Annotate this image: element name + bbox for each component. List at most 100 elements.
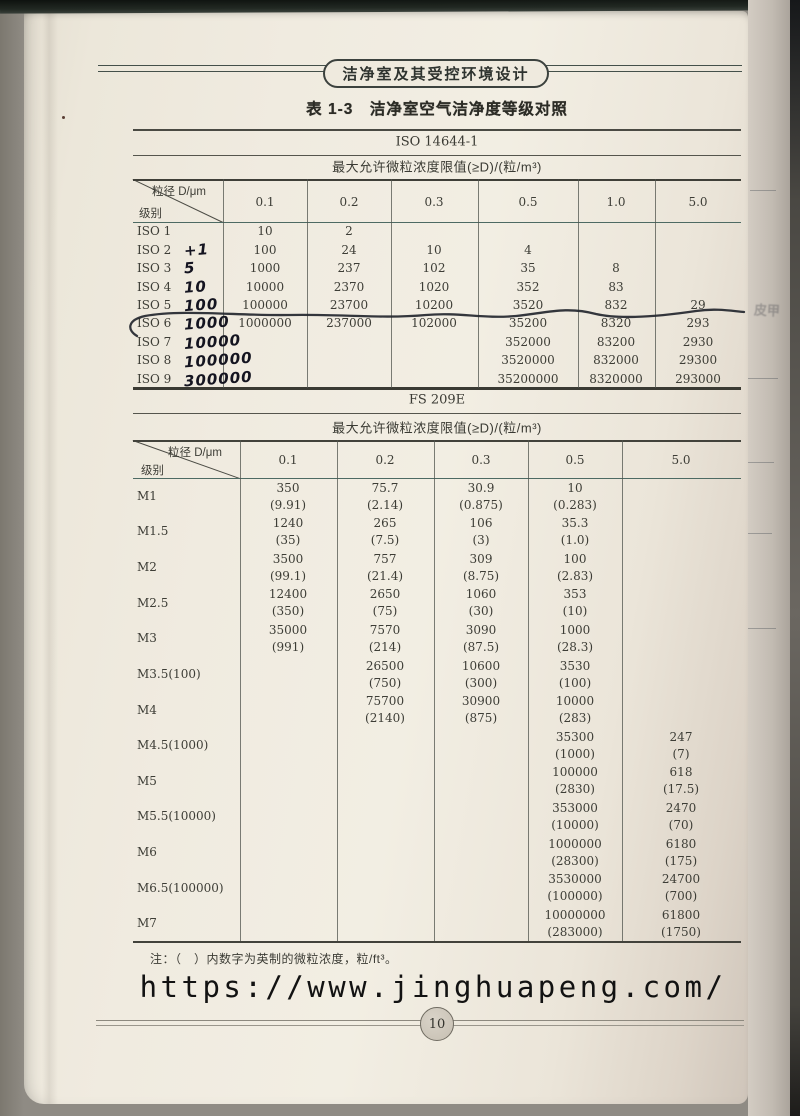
fs-cell-metric: 100000	[552, 765, 598, 780]
iso-column-header: 5.0	[688, 194, 708, 209]
fs-cell-imperial: (100000)	[547, 889, 603, 904]
fs-cell-imperial: (7)	[672, 746, 690, 761]
fs-cell-imperial: (2140)	[365, 711, 405, 726]
fs-corner-class-label: 级别	[141, 465, 164, 477]
iso-cell: 29	[690, 298, 706, 312]
handwritten-annotation: +1	[183, 239, 210, 260]
margin-bleed-text: 皮甲	[753, 302, 781, 319]
iso-cell: 8	[612, 261, 620, 276]
iso-cell: 100	[253, 242, 277, 257]
table-rule	[133, 478, 741, 480]
iso-cell: 100000	[242, 298, 288, 312]
iso-column-header: 0.1	[255, 194, 275, 209]
iso-column-header: 0.5	[518, 194, 538, 209]
fs-cell-metric: 35000	[268, 622, 308, 637]
fs-cell-metric: 7570	[369, 622, 401, 637]
iso-cell: 83	[608, 279, 624, 294]
fs-cell-imperial: (7.5)	[370, 533, 400, 548]
fs-cell-metric: 3500	[272, 551, 304, 566]
table-rule	[133, 440, 741, 442]
fs-cell-imperial: (10000)	[551, 818, 599, 833]
iso-row-label: ISO 2	[137, 242, 172, 257]
fs-cell-metric: 353000	[552, 801, 598, 816]
fs-corner-particle-label: 粒径 D/μm	[168, 447, 222, 459]
table-column-rule	[655, 179, 656, 388]
iso-row-label: ISO 4	[137, 279, 172, 294]
fs-row-label: M6	[137, 844, 157, 859]
fs-row-label: M3	[137, 631, 157, 646]
fs-cell-imperial: (8.75)	[462, 568, 500, 583]
running-head-title: 洁净室及其受控环境设计	[342, 66, 530, 83]
running-head-pill: 洁净室及其受控环境设计	[323, 59, 549, 88]
fs-cell-imperial: (17.5)	[662, 782, 700, 797]
fs-cell-metric: 350	[276, 480, 300, 495]
iso-row-label: ISO 6	[137, 316, 172, 331]
footnote: 注：（ ）内数字为英制的微粒浓度，粒/ft³。	[150, 952, 398, 966]
fs-cell-imperial: (70)	[668, 818, 694, 833]
iso-cell: 2930	[682, 334, 714, 349]
fs-cell-metric: 6180	[665, 836, 697, 851]
watermark-url: https://www.jinghuapeng.com/	[139, 970, 727, 1004]
fs-cell-metric: 30.9	[467, 480, 495, 495]
fs-cell-metric: 1000	[559, 622, 591, 637]
fs-cell-imperial: (750)	[368, 675, 402, 690]
fs-column-header: 0.1	[278, 453, 298, 467]
table-rule	[133, 222, 741, 224]
iso-cell: 8320	[600, 316, 632, 331]
iso-cell: 35200000	[497, 371, 559, 386]
iso-standard-label: ISO 14644-1	[395, 134, 479, 150]
iso-cell: 237	[337, 261, 361, 276]
fs-cell-metric: 12400	[268, 587, 308, 602]
iso-cell: 4	[524, 242, 532, 257]
fs-row-label: M5.5(10000)	[137, 809, 216, 824]
fs-cell-imperial: (10)	[562, 604, 588, 619]
fs-cell-imperial: (30)	[468, 604, 494, 619]
table-column-rule	[391, 179, 392, 388]
iso-cell: 2370	[333, 279, 365, 294]
iso-row-label: ISO 7	[137, 334, 172, 349]
fs-cell-metric: 3530	[559, 658, 591, 673]
iso-row-label: ISO 1	[137, 224, 172, 239]
iso-row-label: ISO 5	[137, 298, 172, 312]
fs-cell-metric: 757	[373, 551, 397, 566]
fs-cell-imperial: (28300)	[551, 853, 599, 868]
table-rule	[133, 179, 741, 181]
iso-cell: 237000	[326, 316, 372, 331]
fs-row-label: M1.5	[137, 524, 169, 539]
iso-column-header: 0.3	[424, 194, 444, 209]
fs-cell-imperial: (21.4)	[366, 568, 404, 583]
fs-cell-imperial: (0.283)	[553, 497, 597, 512]
table-rule	[133, 941, 741, 943]
table-column-rule	[337, 440, 338, 941]
iso-cell: 2	[345, 224, 353, 239]
fs-cell-imperial: (700)	[664, 889, 698, 904]
iso-row-label: ISO 8	[137, 353, 172, 368]
fs-cell-metric: 2470	[665, 801, 697, 816]
fs-column-header: 0.2	[375, 453, 395, 467]
iso-cell: 10200	[414, 298, 454, 312]
fs-cell-metric: 618	[669, 765, 693, 780]
table-column-rule	[307, 179, 308, 388]
fs-cell-imperial: (35)	[275, 533, 301, 548]
table-column-rule	[528, 440, 529, 941]
iso-cell: 3520	[512, 298, 544, 312]
adjacent-page-edge: 皮甲	[748, 0, 792, 1116]
fs-row-label: M7	[137, 916, 157, 931]
fs-cell-metric: 3090	[465, 622, 497, 637]
iso-cell: 1000	[249, 261, 281, 276]
fs-column-header: 5.0	[671, 453, 691, 467]
fs-row-label: M4	[137, 702, 157, 717]
table-rule	[133, 155, 741, 156]
fs-cell-imperial: (9.91)	[269, 497, 307, 512]
handwritten-wavy-line	[129, 308, 746, 338]
iso-cell: 35	[520, 261, 536, 276]
fs-cell-metric: 26500	[365, 658, 405, 673]
fs-row-label: M3.5(100)	[137, 666, 201, 681]
scan-edge-shadow-right	[790, 0, 800, 1116]
fs-row-label: M2.5	[137, 595, 169, 610]
iso-cell: 10	[257, 224, 273, 239]
page-number-badge: 10	[420, 1007, 454, 1041]
iso-corner-class-label: 级别	[139, 208, 162, 220]
iso-column-header: 1.0	[606, 194, 626, 209]
